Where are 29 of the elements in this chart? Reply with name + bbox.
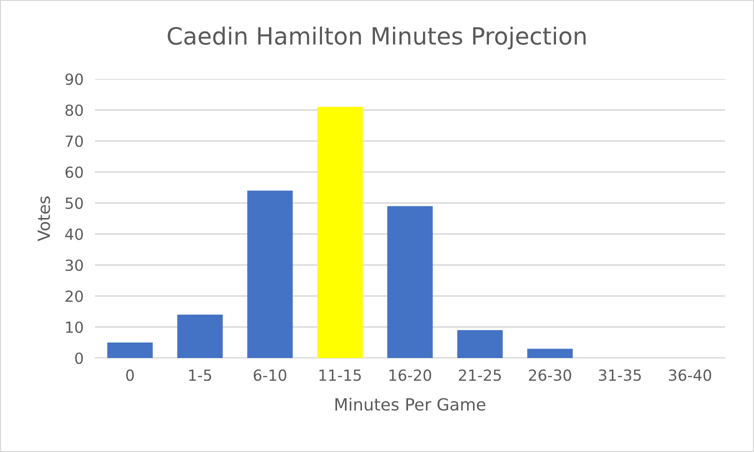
y-tick-label: 30 bbox=[66, 259, 83, 272]
bar bbox=[317, 106, 363, 358]
y-tick-label: 40 bbox=[65, 228, 83, 240]
x-tick-label: 0 bbox=[126, 369, 134, 381]
x-tick-label: 1-5 bbox=[189, 370, 212, 381]
bar bbox=[527, 348, 573, 358]
x-tick-label: 11-15 bbox=[319, 370, 361, 381]
y-tick-label: 20 bbox=[66, 290, 83, 302]
chart-title: Caedin Hamilton Minutes Projection bbox=[168, 26, 586, 50]
x-axis-title: Minutes Per Game bbox=[335, 398, 486, 411]
x-tick-label: 6-10 bbox=[254, 369, 286, 381]
x-tick-label: 21-25 bbox=[458, 369, 501, 381]
x-tick-label: 26-30 bbox=[528, 369, 572, 381]
y-tick-label: 90 bbox=[65, 73, 83, 86]
x-tick-label: 16-20 bbox=[389, 369, 432, 381]
y-tick-label: 50 bbox=[66, 197, 83, 210]
y-tick-label: 60 bbox=[66, 166, 83, 178]
bar bbox=[107, 342, 153, 358]
y-tick-label: 80 bbox=[65, 104, 83, 116]
y-tick-label: 10 bbox=[66, 321, 83, 334]
bar bbox=[457, 330, 503, 358]
x-tick-label: 31-35 bbox=[598, 369, 641, 381]
y-tick-label: 0 bbox=[75, 352, 83, 364]
x-tick-label: 36-40 bbox=[668, 369, 712, 381]
bar bbox=[387, 206, 433, 358]
bar bbox=[247, 190, 293, 358]
y-axis-title: Votes bbox=[38, 196, 50, 242]
bar bbox=[177, 314, 223, 358]
y-tick-label: 70 bbox=[66, 135, 83, 148]
